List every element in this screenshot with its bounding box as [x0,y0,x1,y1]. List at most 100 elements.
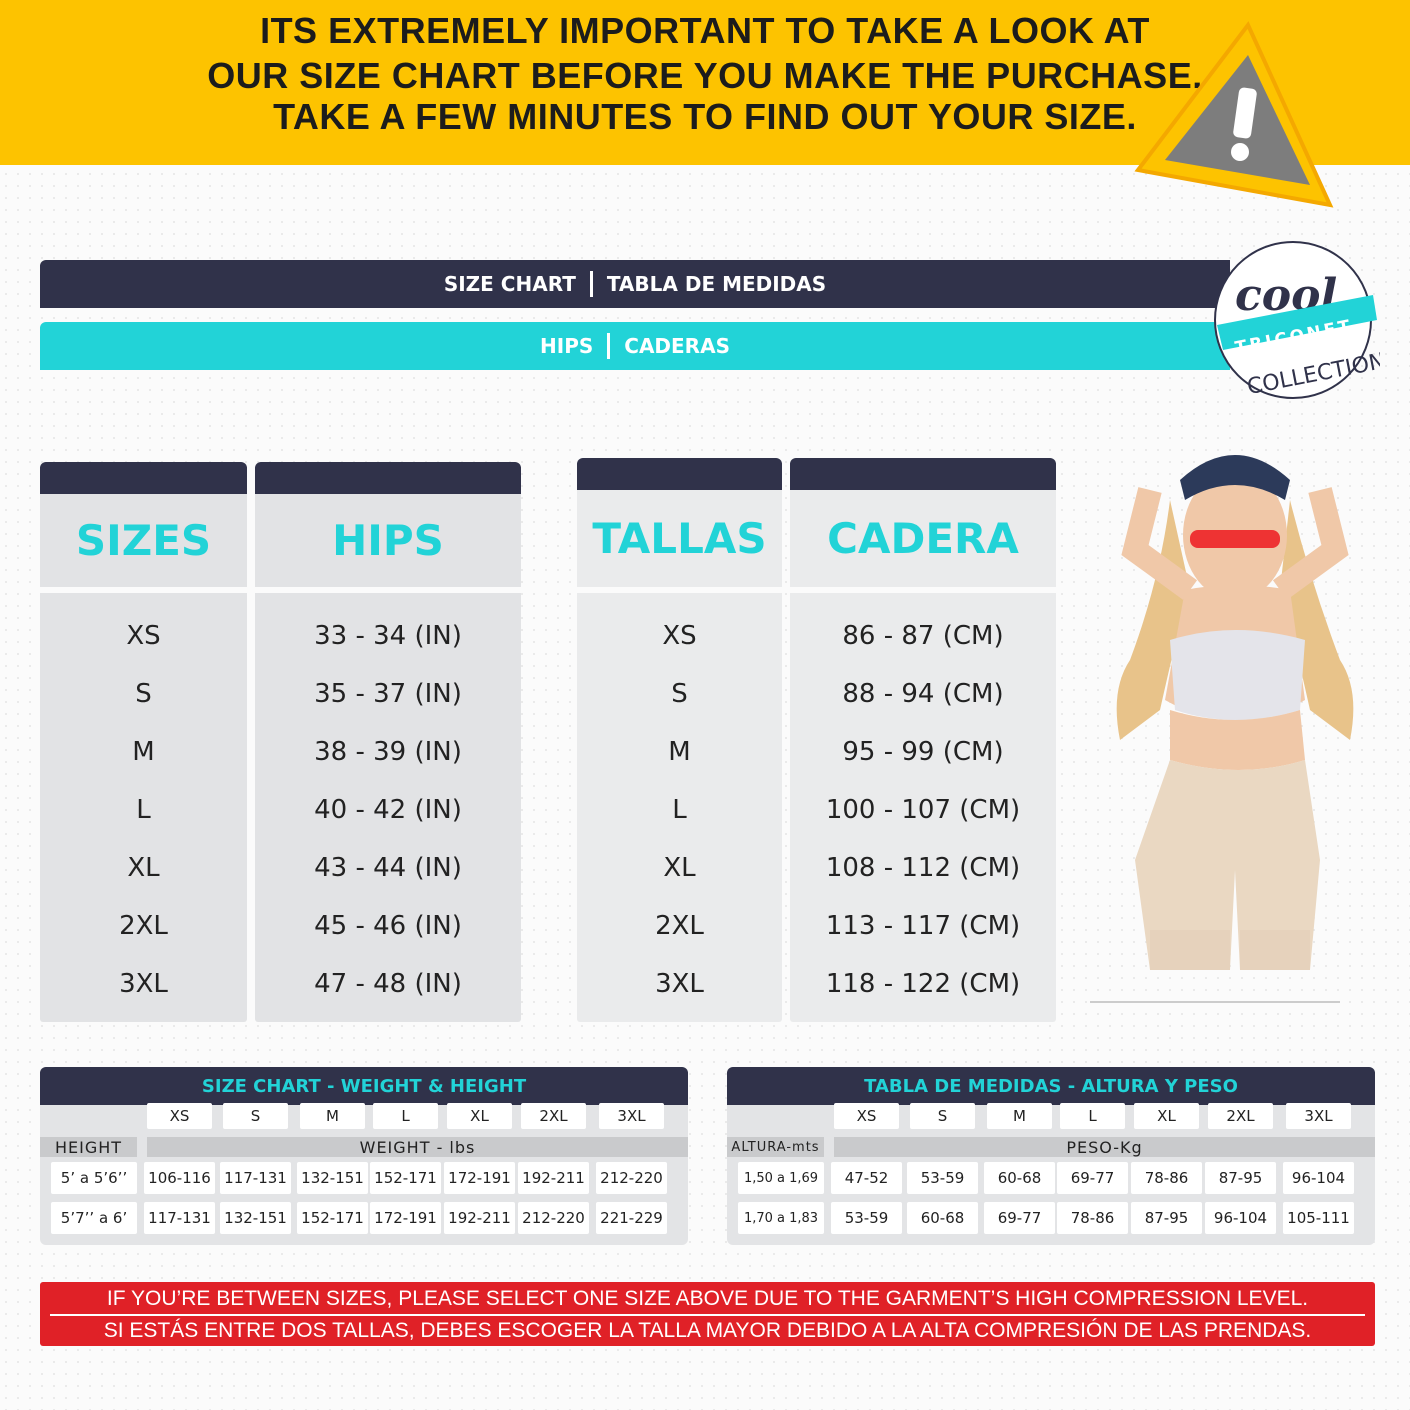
weight-cell: 47-52 [831,1162,902,1194]
table-cell-size: XL [663,853,696,883]
table-cell-value: 45 - 46 (IN) [314,911,462,941]
table-cell-size: XS [126,621,161,651]
weight-cell: 132-151 [220,1202,291,1234]
banner-line-2: OUR SIZE CHART BEFORE YOU MAKE THE PURCH… [207,55,1203,96]
group-label: WEIGHT - lbs [147,1137,688,1157]
size-header-cell: 3XL [1286,1103,1351,1129]
weight-cell: 96-104 [1205,1202,1276,1234]
size-header-cell: L [373,1103,438,1129]
weight-cell: 60-68 [907,1202,978,1234]
size-header-cell: XL [447,1103,512,1129]
table-title: SIZE CHART - WEIGHT & HEIGHT [40,1067,688,1105]
column-body: XS S M L XL 2XL 3XL [40,593,247,1022]
size-header-cell: S [223,1103,288,1129]
table-cell-size: 2XL [119,911,168,941]
header-title-es: TABLA DE MEDIDAS [606,272,827,296]
notice-en: IF YOU’RE BETWEEN SIZES, PLEASE SELECT O… [106,1287,1309,1310]
table-cell-size: 3XL [119,969,168,999]
divider [50,1314,1365,1316]
size-chart-header-bar: SIZE CHART TABLA DE MEDIDAS [40,260,1230,308]
table-cell-value: 47 - 48 (IN) [314,969,462,999]
weight-cell: 152-171 [370,1162,441,1194]
column-tab [577,458,782,490]
weight-cell: 117-131 [144,1202,215,1234]
table-cell-size: S [671,679,688,709]
weight-cell: 96-104 [1283,1162,1354,1194]
row-label: HEIGHT [40,1137,137,1157]
table-cell-value: 38 - 39 (IN) [314,737,462,767]
column-body: 33 - 34 (IN) 35 - 37 (IN) 38 - 39 (IN) 40 -… [255,593,521,1022]
header-title-en: SIZE CHART [443,272,576,296]
table-cell-value: 113 - 117 (CM) [825,911,1021,941]
weight-cell: 69-77 [1057,1162,1128,1194]
size-header-cell: XL [1134,1103,1199,1129]
size-header-cell: 2XL [1208,1103,1273,1129]
size-notice-banner: IF YOU’RE BETWEEN SIZES, PLEASE SELECT O… [40,1282,1375,1346]
table-cell-size: 2XL [655,911,704,941]
weight-cell: 212-220 [518,1202,589,1234]
column-tab [255,462,521,494]
notice-es: SI ESTÁS ENTRE DOS TALLAS, DEBES ESCOGER… [103,1319,1312,1342]
weight-cell: 212-220 [596,1162,667,1194]
banner-line-3: TAKE A FEW MINUTES TO FIND OUT YOUR SIZE… [273,96,1137,137]
table-cell-value: 35 - 37 (IN) [314,679,462,709]
weight-cell: 87-95 [1131,1202,1202,1234]
column-tab [790,458,1056,490]
size-header-cell: XS [147,1103,212,1129]
warning-triangle-icon [1134,21,1334,208]
size-header-cell: S [910,1103,975,1129]
weight-cell: 105-111 [1283,1202,1354,1234]
column-header: HIPS [255,494,521,587]
column-header: SIZES [40,494,247,587]
row-label: ALTURA-mts [727,1137,824,1157]
weight-cell: 132-151 [297,1162,368,1194]
weight-cell: 60-68 [984,1162,1055,1194]
table-title: TABLA DE MEDIDAS - ALTURA Y PESO [727,1067,1375,1105]
hips-header-bar: HIPS CADERAS [40,322,1230,370]
banner-line-1: ITS EXTREMELY IMPORTANT TO TAKE A LOOK A… [260,10,1150,51]
table-cell-size: L [672,795,687,825]
hips-title-en: HIPS [540,334,594,358]
table-cell-size: XS [662,621,697,651]
table-cell-value: 100 - 107 (CM) [825,795,1021,825]
weight-cell: 69-77 [984,1202,1055,1234]
column-body: XS S M L XL 2XL 3XL [577,593,782,1022]
weight-height-table: TABLA DE MEDIDAS - ALTURA Y PESO XS S M L XL 2… [727,1067,1375,1245]
group-label: PESO-Kg [834,1137,1375,1157]
height-cell: 5’7’’ a 6’ [51,1202,137,1234]
divider [607,333,611,359]
weight-cell: 192-211 [444,1202,515,1234]
column-tab [40,462,247,494]
weight-cell: 78-86 [1131,1162,1202,1194]
weight-cell: 106-116 [144,1162,215,1194]
weight-cell: 221-229 [596,1202,667,1234]
weight-cell: 172-191 [370,1202,441,1234]
warning-banner: ITS EXTREMELY IMPORTANT TO TAKE A LOOK A… [0,0,1410,165]
table-cell-size: XL [127,853,160,883]
table-cell-size: M [668,737,691,767]
size-header-cell: 3XL [599,1103,664,1129]
table-cell-value: 108 - 112 (CM) [825,853,1021,883]
size-header-cell: M [987,1103,1052,1129]
height-cell: 5’ a 5’6’’ [51,1162,137,1194]
table-cell-value: 95 - 99 (CM) [842,737,1004,767]
cool-triconet-collection-logo: cool TRICONET COLLECTION [1214,241,1380,400]
size-header-cell: M [300,1103,365,1129]
divider [589,271,593,297]
weight-cell: 172-191 [444,1162,515,1194]
table-cell-value: 88 - 94 (CM) [842,679,1004,709]
column-header: TALLAS [577,490,782,587]
size-header-cell: L [1060,1103,1125,1129]
table-cell-value: 118 - 122 (CM) [825,969,1021,999]
size-header-cell: XS [834,1103,899,1129]
weight-cell: 53-59 [907,1162,978,1194]
column-header: CADERA [790,490,1056,587]
table-cell-value: 43 - 44 (IN) [314,853,462,883]
table-cell-size: 3XL [655,969,704,999]
model-photo [1090,455,1354,1003]
table-cell-value: 33 - 34 (IN) [314,621,462,651]
weight-cell: 87-95 [1205,1162,1276,1194]
hips-title-es: CADERAS [624,334,730,358]
height-cell: 1,70 a 1,83 [738,1202,824,1234]
table-cell-size: S [135,679,152,709]
